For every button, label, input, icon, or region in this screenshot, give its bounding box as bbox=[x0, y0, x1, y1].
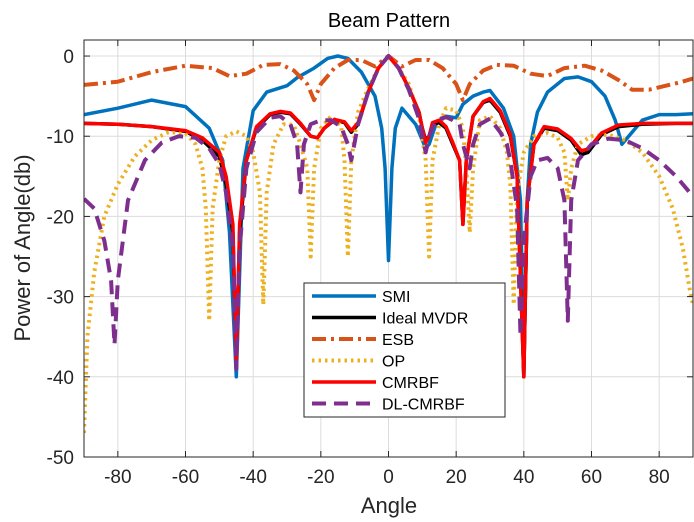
series-line-esb bbox=[84, 54, 693, 103]
x-tick-label: 0 bbox=[383, 467, 394, 488]
legend-entry: DL-CMRBF bbox=[382, 397, 465, 414]
legend-entry: OP bbox=[382, 354, 405, 371]
y-tick-label: -40 bbox=[47, 368, 74, 389]
y-tick-label: -10 bbox=[47, 127, 74, 148]
x-tick-label: -60 bbox=[172, 467, 199, 488]
x-tick-label: 60 bbox=[581, 467, 602, 488]
y-axis-label: Power of Angle(db) bbox=[10, 154, 35, 341]
series-line-dl-cmrbf bbox=[84, 54, 693, 371]
y-tick-label: -20 bbox=[47, 207, 74, 228]
x-tick-label: -40 bbox=[239, 467, 266, 488]
x-tick-label: 20 bbox=[446, 467, 467, 488]
x-tick-label: -20 bbox=[307, 467, 334, 488]
series-line-op bbox=[84, 54, 693, 433]
y-tick-label: 0 bbox=[63, 47, 74, 68]
plot-area bbox=[84, 54, 693, 433]
y-tick-label: -30 bbox=[47, 288, 74, 309]
y-tick-label: -50 bbox=[47, 448, 74, 469]
chart-title: Beam Pattern bbox=[328, 10, 450, 32]
legend-entry: CMRBF bbox=[382, 375, 439, 392]
legend-entry: SMI bbox=[382, 289, 410, 306]
x-axis-label: Angle bbox=[361, 493, 417, 518]
legend-box bbox=[303, 282, 506, 418]
y-axis-ticks: 0 -10 -20 -30 -40 -50 bbox=[47, 47, 693, 469]
legend-entry: ESB bbox=[382, 332, 414, 349]
x-tick-label: -80 bbox=[104, 467, 131, 488]
series-line-smi bbox=[84, 54, 693, 379]
x-tick-label: 40 bbox=[513, 467, 534, 488]
x-tick-label: 80 bbox=[649, 467, 670, 488]
x-axis-ticks: -80 -60 -40 -20 0 20 40 60 80 bbox=[104, 40, 670, 488]
legend: SMI Ideal MVDR ESB OP CMRBF DL-CMRBF bbox=[303, 282, 506, 418]
legend-entry: Ideal MVDR bbox=[382, 311, 468, 328]
